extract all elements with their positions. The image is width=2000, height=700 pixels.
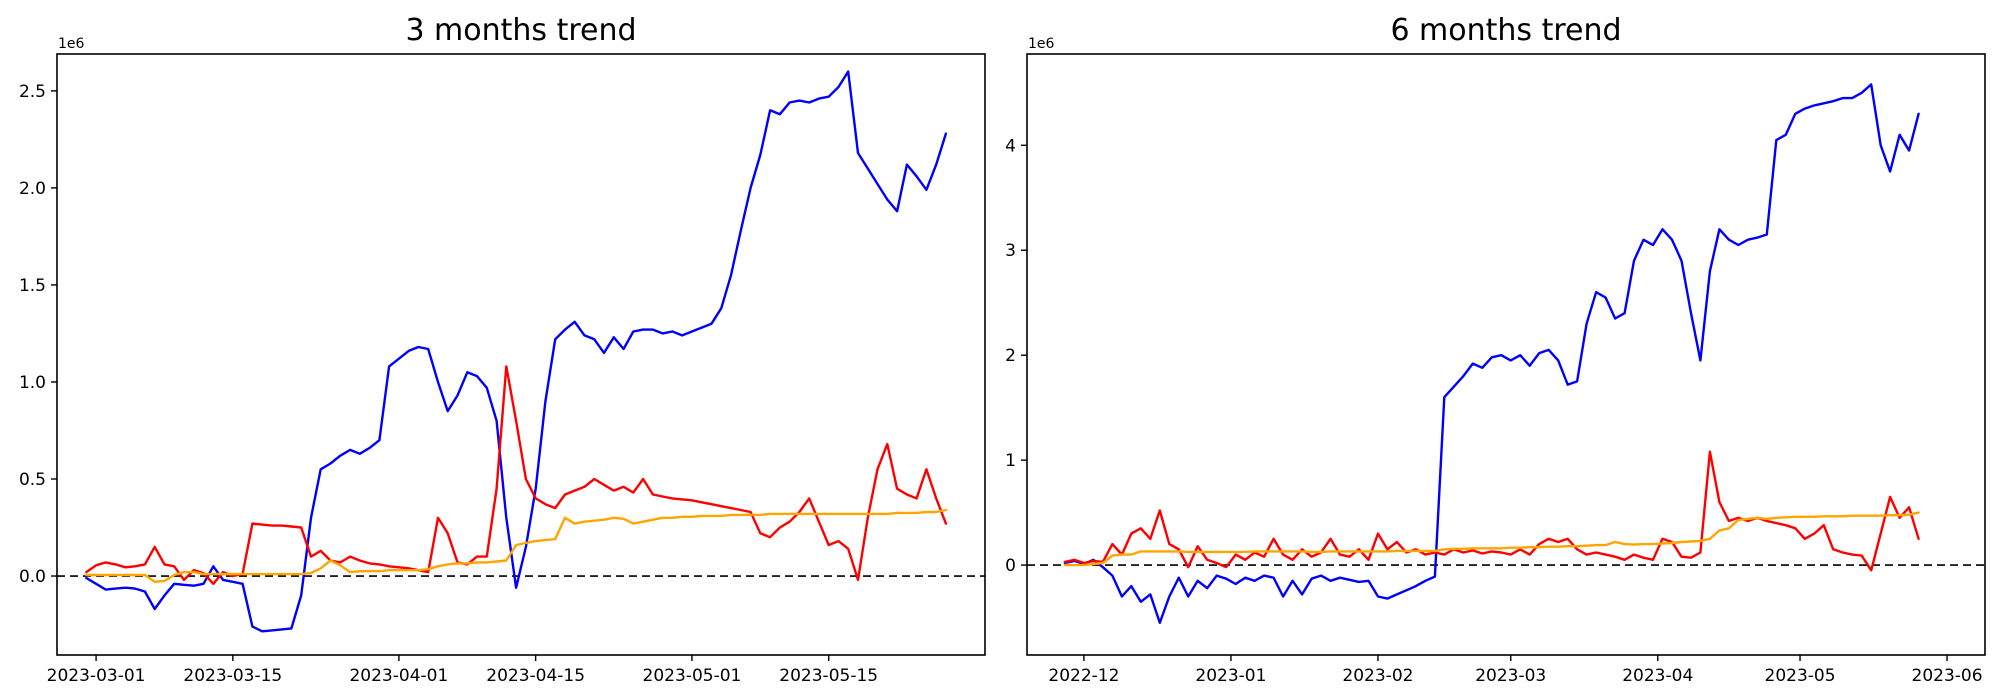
- y-tick-label: 0.5: [19, 470, 46, 490]
- y-tick-label: 0: [1005, 556, 1016, 576]
- series-line-orange: [85, 508, 948, 583]
- y-tick-label: 3: [1005, 241, 1016, 261]
- y-tick-label: 1.0: [19, 373, 46, 393]
- chart-6-months-trend: 6 months trend 1e6 2022-12 2023-01 2023-02…: [1005, 13, 1986, 686]
- plot-background: [57, 54, 985, 655]
- x-tick-label: 2023-06: [1912, 666, 1983, 686]
- y-tick-label: 2.0: [19, 179, 46, 199]
- y-tick-label: 1.5: [19, 276, 46, 296]
- x-tick-label: 2023-02: [1342, 666, 1413, 686]
- series-line-blue: [85, 70, 948, 633]
- plot-background: [1027, 54, 1985, 655]
- y-tick-label: 1: [1005, 451, 1016, 471]
- x-tick-label: 2023-05: [1765, 666, 1836, 686]
- x-tick-label: 2023-01: [1195, 666, 1266, 686]
- axes-box: [56, 53, 986, 656]
- y-tick-label: 4: [1005, 136, 1016, 156]
- series-line-orange: [1063, 511, 1920, 567]
- x-tick-label: 2022-12: [1048, 666, 1119, 686]
- x-tick-label: 2023-04-01: [349, 666, 448, 686]
- y-tick-label: 0.0: [19, 567, 46, 587]
- x-tick-label: 2023-03-15: [183, 666, 282, 686]
- chart-title-3-months: 3 months trend: [405, 13, 636, 48]
- chart-3-months-trend: 3 months trend 1e6 2023-03-01 2023-03-15 2…: [19, 13, 986, 686]
- y-tick-label: 2: [1005, 346, 1016, 366]
- x-tick-label: 2023-04: [1622, 666, 1693, 686]
- y-tick-label: 2.5: [19, 82, 46, 102]
- x-tick-label: 2023-05-01: [643, 666, 742, 686]
- y-axis-offset-label: 1e6: [1028, 36, 1055, 52]
- x-tick-label: 2023-05-15: [779, 666, 878, 686]
- y-axis-offset-label: 1e6: [58, 36, 85, 52]
- x-tick-label: 2023-03-01: [47, 666, 146, 686]
- series-line-blue: [1063, 83, 1920, 624]
- series-line-red: [1063, 450, 1920, 572]
- chart-title-6-months: 6 months trend: [1390, 13, 1621, 48]
- x-tick-label: 2023-03: [1475, 666, 1546, 686]
- x-tick-label: 2023-04-15: [486, 666, 585, 686]
